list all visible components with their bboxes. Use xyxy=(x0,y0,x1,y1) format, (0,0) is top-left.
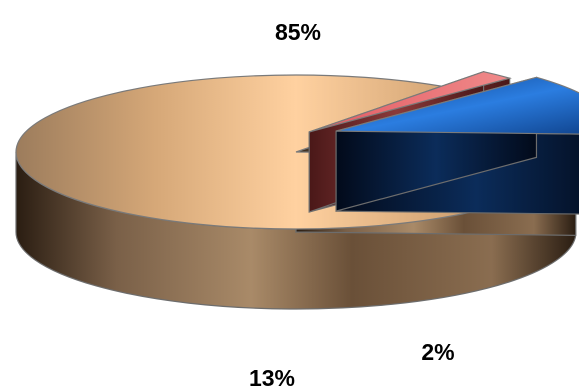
slice-label-2: 2% xyxy=(421,339,454,365)
pie-slice-top-2 xyxy=(309,71,512,133)
pie-slice-1 xyxy=(335,76,579,215)
slice-label-1: 13% xyxy=(249,365,295,391)
pie-slice-top-1 xyxy=(335,76,579,135)
slice-label-0: 85% xyxy=(275,19,321,45)
